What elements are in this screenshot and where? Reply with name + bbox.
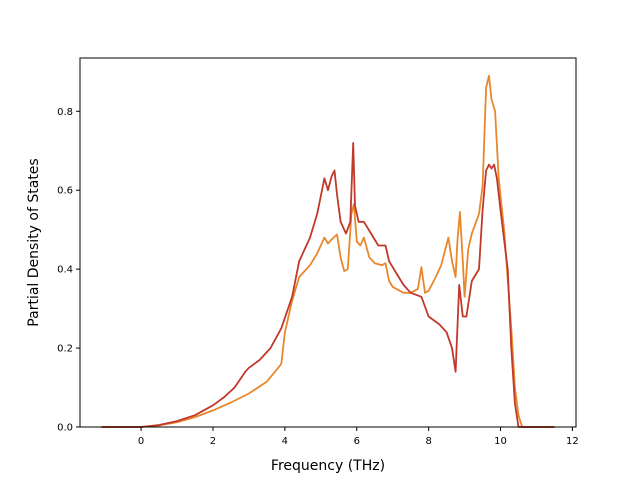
y-tick-label: 0.6 — [57, 186, 73, 197]
x-axis: 0 2 4 6 8 10 12 — [138, 427, 579, 447]
x-tick-label: 0 — [138, 436, 144, 447]
x-tick-label: 4 — [282, 436, 288, 447]
axes-frame — [79, 57, 577, 428]
y-tick-label: 0.0 — [57, 423, 73, 434]
y-tick-label: 0.2 — [57, 344, 73, 355]
x-tick-label: 8 — [425, 436, 431, 447]
x-tick-label: 6 — [354, 436, 360, 447]
y-tick-label: 0.4 — [57, 265, 73, 276]
x-tick-label: 12 — [566, 436, 579, 447]
y-axis: 0.0 0.2 0.4 0.6 0.8 — [57, 107, 80, 434]
series-layer — [101, 74, 555, 428]
x-tick-label: 2 — [210, 436, 216, 447]
y-axis-label: Partial Density of States — [26, 158, 42, 326]
y-tick-label: 0.8 — [57, 107, 73, 118]
x-tick-label: 10 — [494, 436, 507, 447]
series-line-1 — [101, 141, 555, 428]
x-axis-label: Frequency (THz) — [271, 458, 385, 474]
series-line-0 — [101, 74, 555, 428]
